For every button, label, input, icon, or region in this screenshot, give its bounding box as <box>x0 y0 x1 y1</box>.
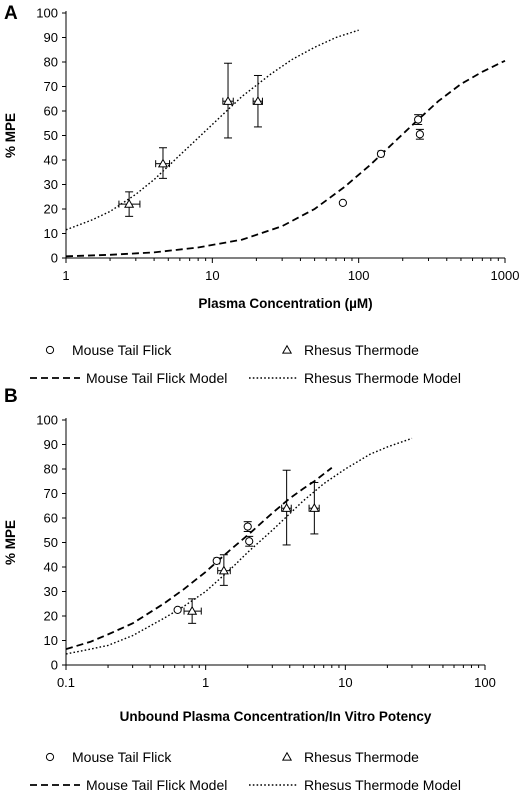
y-tick-label: 10 <box>44 226 58 241</box>
rhesus-thermode-point <box>124 198 135 208</box>
legend-circle-marker <box>45 752 55 762</box>
legend: Mouse Tail Flick Rhesus Thermode Mouse Tai… <box>30 749 461 793</box>
y-tick-label: 100 <box>36 6 58 21</box>
panel-label: B <box>4 386 18 407</box>
mouse-tail-flick-point <box>173 605 182 614</box>
mouse-tail-flick-point <box>243 522 252 531</box>
x-tick-label: 100 <box>348 268 370 283</box>
y-tick-label: 90 <box>44 437 58 452</box>
y-tick-label: 20 <box>44 202 58 217</box>
x-tick-label: 100 <box>474 675 496 690</box>
y-tick-label: 60 <box>44 104 58 119</box>
legend-label: Rhesus Thermode Model <box>304 777 461 793</box>
legend-label: Rhesus Thermode Model <box>304 370 461 386</box>
y-tick-label: 50 <box>44 128 58 143</box>
legend-label: Mouse Tail Flick Model <box>86 370 227 386</box>
y-tick-label: 0 <box>51 251 58 266</box>
y-axis-title: % MPE <box>3 520 18 565</box>
legend-label: Mouse Tail Flick <box>72 749 172 765</box>
rhesus-thermode-point <box>218 565 229 575</box>
rhesus-thermode-point <box>309 502 320 512</box>
mouse-tail-flick-point <box>415 130 424 139</box>
y-tick-label: 10 <box>44 633 58 648</box>
y-tick-label: 40 <box>44 560 58 575</box>
x-tick-label: 10 <box>338 675 352 690</box>
y-tick-label: 90 <box>44 30 58 45</box>
y-tick-label: 0 <box>51 658 58 673</box>
mouse-tail-flick-point <box>212 556 221 565</box>
mouse-tail-flick-model-line <box>65 467 333 650</box>
y-axis-title: % MPE <box>3 113 18 158</box>
x-tick-label: 1000 <box>491 268 520 283</box>
legend-label: Mouse Tail Flick <box>72 342 172 358</box>
legend-label: Mouse Tail Flick Model <box>86 777 227 793</box>
legend-label: Rhesus Thermode <box>304 749 419 765</box>
x-tick-label: 1 <box>62 268 69 283</box>
y-tick-label: 70 <box>44 79 58 94</box>
mouse-tail-flick-point <box>376 149 386 158</box>
rhesus-thermode-point <box>157 158 169 168</box>
x-tick-label: 1 <box>202 675 209 690</box>
legend-circle-marker <box>45 345 55 355</box>
y-tick-label: 80 <box>44 55 58 70</box>
y-tick-label: 70 <box>44 486 58 501</box>
legend-label: Rhesus Thermode <box>304 342 419 358</box>
rhesus-thermode-point <box>222 95 234 105</box>
y-tick-label: 40 <box>44 153 58 168</box>
rhesus-thermode-model-line <box>65 29 359 231</box>
x-tick-label: 10 <box>205 268 219 283</box>
x-tick-label: 0.1 <box>57 675 75 690</box>
x-axis-title: Plasma Concentration (µM) <box>198 296 372 311</box>
mouse-tail-flick-point <box>245 537 254 546</box>
rhesus-thermode-model-line <box>65 437 413 655</box>
y-tick-label: 80 <box>44 462 58 477</box>
y-tick-label: 30 <box>44 177 58 192</box>
y-tick-label: 60 <box>44 511 58 526</box>
chart-panel-b: B 0 10 20 30 40 50 60 70 80 90 100 0.1 1 10 100 % MPE Unb… <box>3 386 496 793</box>
y-tick-label: 50 <box>44 535 58 550</box>
y-tick-label: 30 <box>44 584 58 599</box>
y-tick-label: 100 <box>36 413 58 428</box>
mouse-tail-flick-model-line <box>65 59 506 258</box>
panel-label: A <box>4 3 18 24</box>
rhesus-thermode-point <box>252 95 264 105</box>
rhesus-thermode-point <box>187 605 198 615</box>
x-axis-title: Unbound Plasma Concentration/In Vitro Po… <box>120 709 432 724</box>
mouse-tail-flick-point <box>338 198 347 207</box>
legend: Mouse Tail Flick Rhesus Thermode Mouse Tai… <box>30 342 461 386</box>
legend-triangle-marker <box>281 344 293 354</box>
y-tick-label: 20 <box>44 609 58 624</box>
legend-triangle-marker <box>281 751 293 761</box>
rhesus-thermode-point <box>281 502 292 512</box>
mouse-tail-flick-point <box>414 115 423 124</box>
